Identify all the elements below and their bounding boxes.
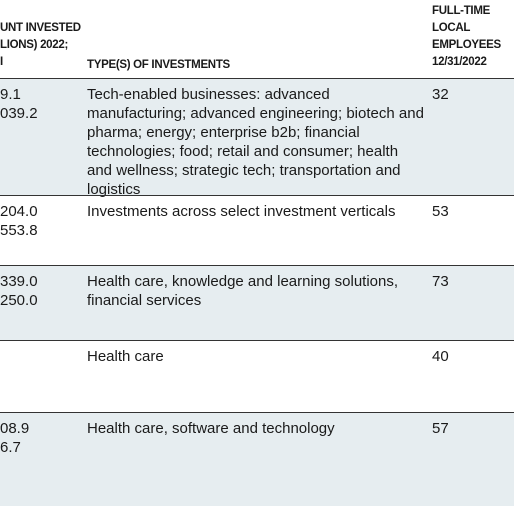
table-row: 08.9 6.7 Health care, software and technol… xyxy=(0,412,514,506)
employees-cell: 57 xyxy=(432,420,449,437)
employees-cell: 32 xyxy=(432,86,449,103)
table-row: 339.0 250.0 Health care, knowledge and lea… xyxy=(0,265,514,340)
header-line: LIONS) 2022; xyxy=(0,39,68,51)
amount-cell: 339.0 250.0 xyxy=(0,272,38,310)
header-line: FULL-TIME xyxy=(432,5,490,17)
header-line: I xyxy=(0,56,3,68)
employees-cell: 73 xyxy=(432,273,449,290)
types-cell: Investments across select investment ver… xyxy=(87,203,396,220)
amount-cell: 08.9 6.7 xyxy=(0,419,29,457)
amount-line: 339.0 xyxy=(0,273,38,290)
employees-cell: 40 xyxy=(432,348,449,365)
table-row: 204.0 553.8 Investments across select inve… xyxy=(0,195,514,265)
amount-cell: 204.0 553.8 xyxy=(0,202,38,240)
header-line: LOCAL xyxy=(432,22,471,34)
amount-line: 08.9 xyxy=(0,420,30,437)
types-cell: Tech-enabled businesses: advanced manufa… xyxy=(87,86,424,198)
employees-cell: 53 xyxy=(432,203,449,220)
header-line: 12/31/2022 xyxy=(432,56,487,68)
amount-line: 204.0 xyxy=(0,203,38,220)
amount-line: 9.1 xyxy=(0,86,21,103)
types-header: TYPE(S) OF INVESTMENTS xyxy=(87,59,230,71)
table-row: 9.1 039.2 Tech-enabled businesses: advance… xyxy=(0,78,514,198)
amount-header: UNT INVESTED LIONS) 2022; I xyxy=(0,20,81,71)
amount-line: 6.7 xyxy=(0,439,21,456)
employees-header: FULL-TIME LOCAL EMPLOYEES 12/31/2022 xyxy=(432,3,501,71)
amount-line: 250.0 xyxy=(0,292,38,309)
types-cell: Health care, software and technology xyxy=(87,420,335,437)
header-line: UNT INVESTED xyxy=(0,22,81,34)
amount-cell: 9.1 039.2 xyxy=(0,85,38,123)
amount-line: 039.2 xyxy=(0,105,38,122)
header-line: EMPLOYEES xyxy=(432,39,501,51)
types-cell: Health care, knowledge and learning solu… xyxy=(87,273,399,309)
amount-line: 553.8 xyxy=(0,222,38,239)
table-row: Health care 40 xyxy=(0,340,514,412)
types-cell: Health care xyxy=(87,348,164,365)
